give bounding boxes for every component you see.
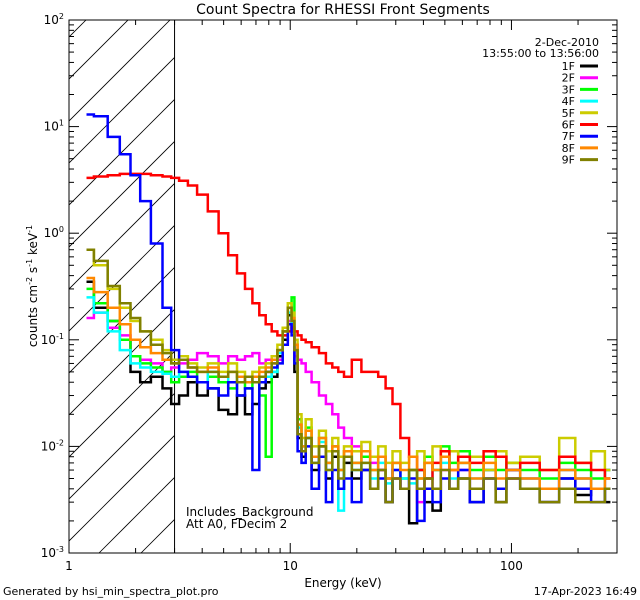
chart-title: Count Spectra for RHESSI Front Segments xyxy=(196,2,490,18)
x-tick-label: 100 xyxy=(500,559,523,573)
series-line-6F xyxy=(86,172,611,480)
series-line-9F xyxy=(86,248,611,504)
plot-frame xyxy=(68,19,618,554)
y-tick-base: 10 xyxy=(44,226,59,240)
y-label-part-a: counts cm xyxy=(26,285,40,347)
y-tick-exponent: 1 xyxy=(59,119,64,128)
y-axis-label: counts cm-2 s-1 keV-1 xyxy=(25,225,40,347)
y-label-part-c: s xyxy=(26,267,40,277)
time-range-label: 13:55:00 to 13:56:00 xyxy=(482,47,599,60)
legend-label-6F: 6F xyxy=(562,119,575,132)
annotation-attenuator: Att A0, FDecim 2 xyxy=(186,517,287,531)
x-tick-label: 10 xyxy=(283,559,298,573)
annotation-background: Includes_Background xyxy=(186,505,314,519)
y-label-part-f: -1 xyxy=(25,225,34,233)
y-tick-label: 10-1 xyxy=(41,332,64,347)
y-tick-exponent: 0 xyxy=(59,225,64,234)
hatch-line xyxy=(69,182,175,290)
y-label-part-e: keV xyxy=(26,232,40,259)
hatch-line xyxy=(69,224,175,332)
y-tick-label: 102 xyxy=(44,12,64,27)
legend-label-1F: 1F xyxy=(562,60,575,73)
hatch-line xyxy=(69,56,175,164)
y-tick-base: 10 xyxy=(44,120,59,134)
hatched-region xyxy=(69,20,175,553)
legend-label-2F: 2F xyxy=(562,72,575,85)
y-tick-base: 10 xyxy=(41,333,56,347)
footer-timestamp: 17-Apr-2023 16:49 xyxy=(534,585,637,598)
footer-generated-by: Generated by hsi_min_spectra_plot.pro xyxy=(3,585,219,598)
y-tick-label: 100 xyxy=(44,225,64,240)
hatch-line xyxy=(69,266,175,374)
legend-label-3F: 3F xyxy=(562,83,575,96)
y-tick-base: 10 xyxy=(41,439,56,453)
legend-label-8F: 8F xyxy=(562,142,575,155)
y-tick-exponent: -2 xyxy=(56,438,64,447)
y-label-part-b: -2 xyxy=(25,277,34,285)
y-tick-exponent: -1 xyxy=(56,332,64,341)
y-tick-exponent: 2 xyxy=(59,12,64,21)
date-label: 2-Dec-2010 xyxy=(535,36,599,49)
x-axis-label: Energy (keV) xyxy=(304,576,381,590)
axis-ticks xyxy=(68,20,618,554)
y-label-part-d: -1 xyxy=(25,259,34,267)
legend-label-7F: 7F xyxy=(562,130,575,143)
y-tick-label: 101 xyxy=(44,119,64,134)
y-tick-label: 10-2 xyxy=(41,438,64,453)
y-tick-label: 10-3 xyxy=(41,545,64,560)
y-tick-exponent: -3 xyxy=(56,545,64,554)
hatch-line xyxy=(69,434,175,542)
y-tick-base: 10 xyxy=(44,13,59,27)
x-tick-label: 1 xyxy=(65,559,73,573)
hatch-line xyxy=(69,20,171,122)
hatch-line xyxy=(69,392,175,500)
legend-label-9F: 9F xyxy=(562,154,575,167)
legend-label-4F: 4F xyxy=(562,95,575,108)
y-tick-base: 10 xyxy=(41,546,56,560)
legend-label-5F: 5F xyxy=(562,107,575,120)
